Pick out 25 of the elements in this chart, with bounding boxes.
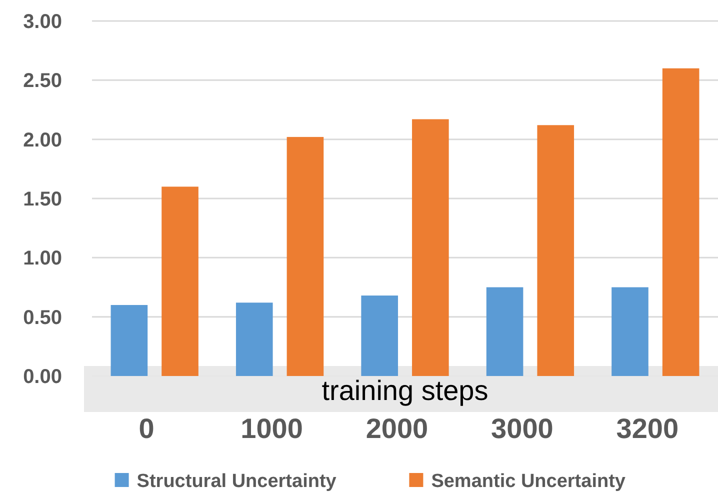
legend-label: Structural Uncertainty: [136, 471, 337, 492]
bar: [486, 287, 524, 376]
y-tick-label: 2.00: [23, 129, 62, 152]
x-tick-label: 1000: [240, 413, 303, 444]
bar: [286, 136, 324, 376]
bar: [662, 68, 700, 376]
bar: [361, 296, 398, 376]
bar: [110, 305, 148, 376]
x-tick-label: 2000: [366, 413, 428, 444]
x-axis-title: training steps: [322, 375, 488, 406]
bar: [162, 186, 198, 376]
y-tick-label: 1.00: [23, 248, 62, 270]
bar: [236, 302, 273, 376]
bar: [537, 125, 574, 376]
x-tick-label: 0: [138, 413, 154, 444]
x-tick-label: 3200: [616, 413, 679, 444]
y-tick-label: 0.50: [23, 306, 62, 329]
y-tick-label: 3.00: [23, 11, 62, 33]
legend-label: Semantic Uncertainty: [431, 471, 626, 492]
bar: [412, 119, 449, 376]
y-tick-label: 2.50: [23, 70, 62, 92]
x-tick-label: 3000: [491, 413, 554, 444]
y-tick-label: 1.50: [23, 188, 62, 210]
bar: [612, 287, 648, 376]
y-tick-label: 0.00: [23, 366, 62, 388]
